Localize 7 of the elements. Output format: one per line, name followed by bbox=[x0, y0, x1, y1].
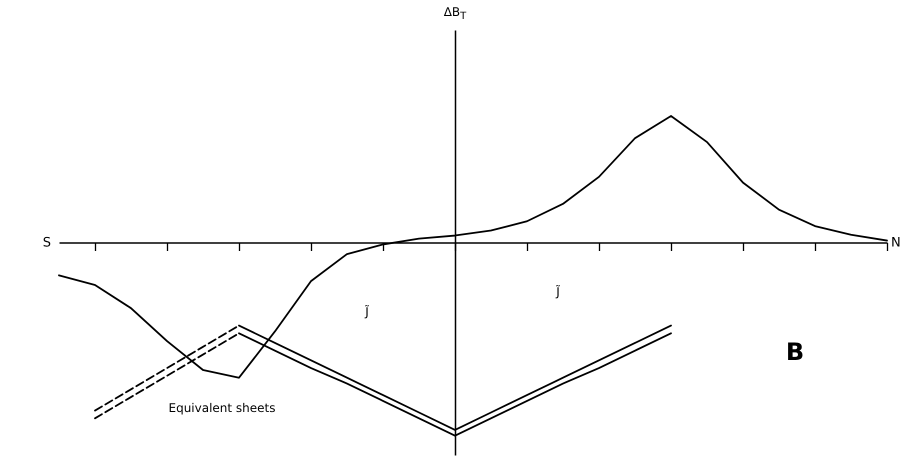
annotation: J̃ bbox=[556, 285, 560, 299]
annotation: Equivalent sheets bbox=[168, 401, 276, 415]
annotation: B bbox=[786, 338, 804, 366]
annotation: J̃ bbox=[365, 305, 369, 319]
text: ΔB$_{T}$ bbox=[444, 4, 466, 22]
text: N bbox=[891, 235, 901, 250]
text: S bbox=[42, 235, 51, 250]
